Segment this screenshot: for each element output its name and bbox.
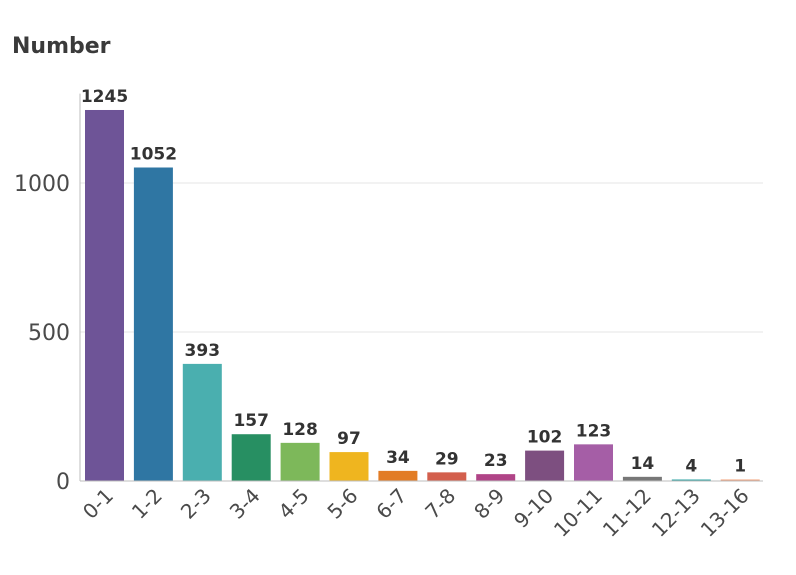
bar-8-9 xyxy=(476,474,516,481)
y-tick-label: 1000 xyxy=(14,172,70,197)
bar-11-12 xyxy=(622,476,662,481)
bar-6-7 xyxy=(378,470,418,481)
data-label-12-13: 4 xyxy=(685,457,697,477)
x-tick-label-6-7: 6-7 xyxy=(371,484,411,524)
x-tick-label-3-4: 3-4 xyxy=(225,484,265,524)
data-label-6-7: 34 xyxy=(386,448,410,468)
bars xyxy=(85,109,760,482)
x-tick-label-10-11: 10-11 xyxy=(549,484,607,542)
x-tick-label-12-13: 12-13 xyxy=(647,484,705,542)
x-tick-label-7-8: 7-8 xyxy=(420,484,460,524)
x-tick-label-2-3: 2-3 xyxy=(176,484,216,524)
bar-2-3 xyxy=(182,363,222,481)
gridlines xyxy=(80,182,763,333)
bar-10-11 xyxy=(574,444,613,481)
bar-9-10 xyxy=(525,450,565,481)
bar-7-8 xyxy=(427,472,467,481)
bar-4-5 xyxy=(280,442,320,481)
bar-3-4 xyxy=(231,434,271,481)
bar-1-2 xyxy=(133,167,173,481)
data-label-8-9: 23 xyxy=(484,451,508,471)
x-tick-label-1-2: 1-2 xyxy=(127,484,167,524)
y-tick-label: 0 xyxy=(56,470,70,495)
bar-12-13 xyxy=(671,479,711,481)
bar-13-16 xyxy=(720,479,760,481)
data-label-1-2: 1052 xyxy=(130,145,177,165)
y-tick-label: 500 xyxy=(28,321,70,346)
bar-0-1 xyxy=(85,109,124,482)
data-label-5-6: 97 xyxy=(337,429,361,449)
x-tick-label-11-12: 11-12 xyxy=(598,484,656,542)
data-label-10-11: 123 xyxy=(576,421,612,441)
x-tick-label-5-6: 5-6 xyxy=(322,484,362,524)
data-label-0-1: 1245 xyxy=(81,87,128,107)
data-label-9-10: 102 xyxy=(527,428,563,448)
y-axis-ticks: 0 500 1000 xyxy=(14,172,70,495)
data-label-13-16: 1 xyxy=(734,457,746,477)
chart-title: Number xyxy=(12,34,111,59)
x-tick-label-0-1: 0-1 xyxy=(78,484,118,524)
data-label-2-3: 393 xyxy=(185,341,221,361)
x-tick-label-13-16: 13-16 xyxy=(696,484,754,542)
data-label-4-5: 128 xyxy=(282,420,318,440)
data-label-11-12: 14 xyxy=(631,454,655,474)
data-label-7-8: 29 xyxy=(435,449,459,469)
x-tick-label-4-5: 4-5 xyxy=(274,484,314,524)
data-label-3-4: 157 xyxy=(233,411,269,431)
x-tick-label-8-9: 8-9 xyxy=(469,484,509,524)
bar-5-6 xyxy=(329,452,369,481)
x-axis-ticks: 0-1 1-2 2-3 3-4 4-5 5-6 6-7 7-8 8-9 9-1010-1111-1… xyxy=(78,484,754,542)
